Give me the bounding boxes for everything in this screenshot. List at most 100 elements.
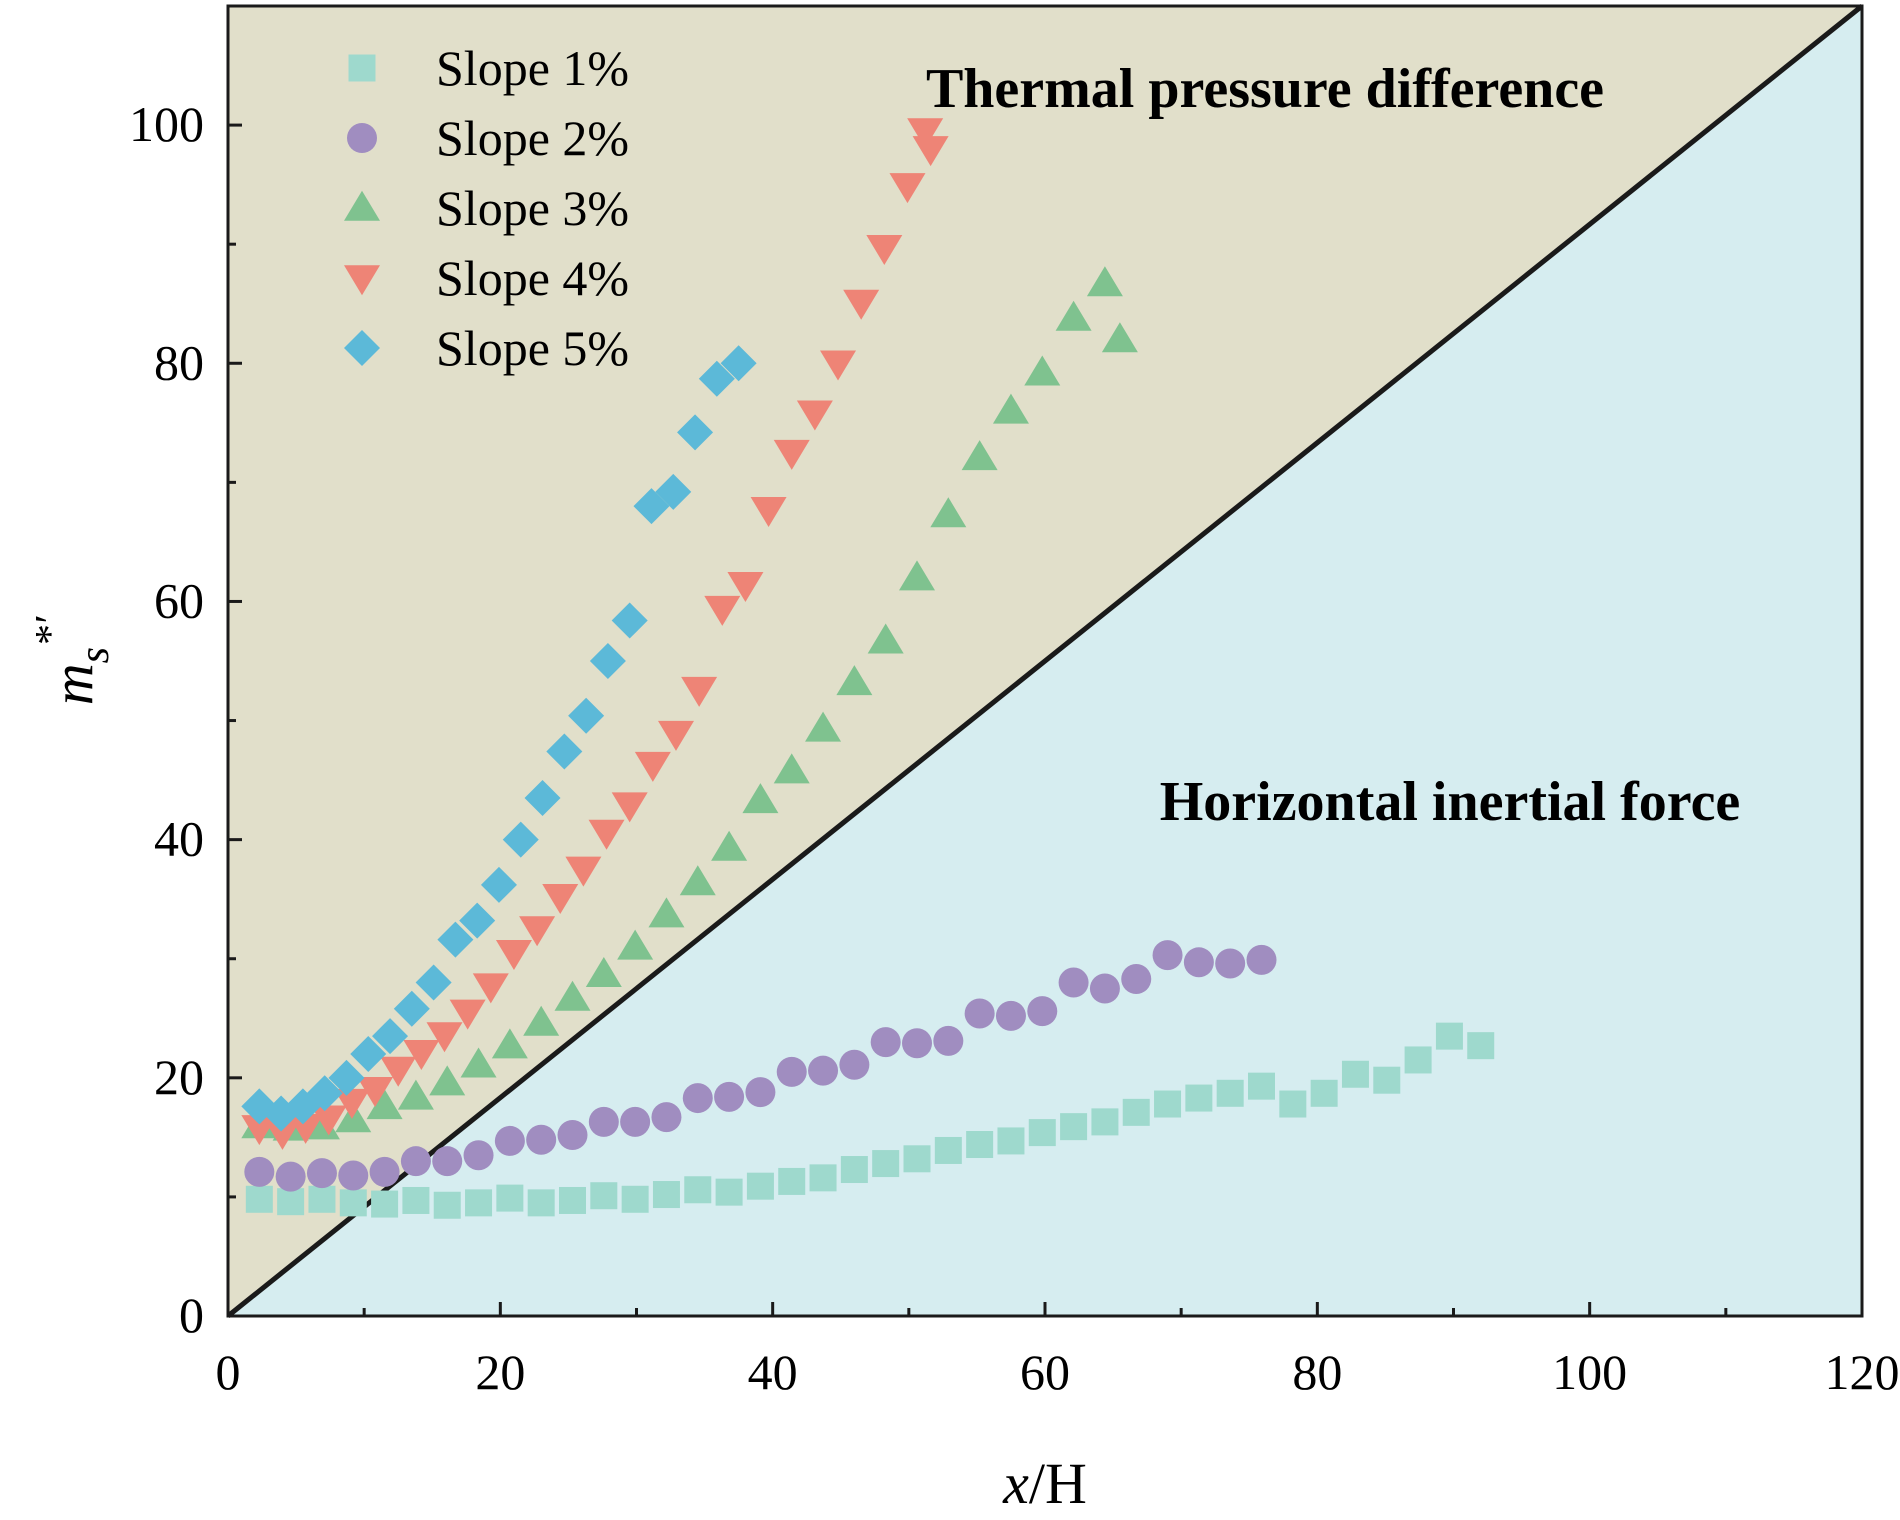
data-point [648, 897, 685, 928]
horizontal-inertial-region-label: Horizontal inertial force [1160, 771, 1741, 833]
data-point [542, 884, 579, 915]
data-point [866, 235, 903, 266]
data-point [372, 1018, 409, 1055]
y-tick-label: 80 [154, 334, 204, 390]
data-point [843, 289, 880, 320]
data-point [903, 1145, 931, 1173]
legend-label: Slope 1% [436, 40, 629, 96]
data-point [1216, 1079, 1244, 1107]
data-point [745, 1077, 776, 1108]
data-point [652, 1181, 680, 1209]
data-point [494, 1125, 525, 1156]
data-point [1310, 1079, 1338, 1107]
data-point [681, 676, 718, 707]
legend-label: Slope 2% [436, 110, 629, 166]
data-point [867, 623, 904, 654]
data-point [429, 1065, 466, 1096]
data-point [715, 1178, 743, 1206]
data-point [310, 1105, 347, 1136]
data-point [502, 821, 539, 858]
legend-item: Slope 1% [348, 40, 629, 96]
y-tick-label: 40 [154, 811, 204, 867]
x-tick-label: 80 [1292, 1344, 1342, 1400]
data-point [400, 1146, 431, 1177]
data-point [633, 488, 670, 525]
data-point [527, 1189, 555, 1217]
thermal-pressure-region-label: Thermal pressure difference [926, 58, 1604, 120]
data-point [720, 345, 757, 382]
data-point [495, 940, 532, 971]
data-point [750, 497, 787, 528]
data-point [889, 173, 926, 204]
data-point [682, 1083, 713, 1114]
data-point [402, 1186, 430, 1214]
x-axis-label: x/H [1002, 1451, 1087, 1516]
data-point [415, 964, 452, 1001]
legend-item: Slope 3% [344, 180, 629, 236]
series-3-group [241, 266, 1138, 1141]
data-point [472, 973, 509, 1004]
data-point [899, 560, 936, 591]
data-point [621, 1185, 649, 1213]
data-point [328, 1059, 365, 1096]
data-point [554, 980, 591, 1011]
data-point [338, 1160, 369, 1191]
data-point [306, 1075, 343, 1112]
data-point [523, 1005, 560, 1036]
data-point [480, 866, 517, 903]
data-point [491, 1028, 528, 1059]
data-point [277, 1188, 305, 1216]
series-5-group [241, 345, 757, 1132]
x-tick-label: 60 [1020, 1344, 1070, 1400]
data-point [617, 929, 654, 960]
data-point [1183, 947, 1214, 978]
diagonal-boundary-line [226, 4, 1864, 1318]
x-tick-label: 0 [216, 1344, 241, 1400]
data-point [460, 1047, 497, 1078]
data-point [449, 999, 486, 1030]
data-point [1279, 1090, 1307, 1118]
data-point [335, 1102, 372, 1133]
data-point [524, 779, 561, 816]
data-point [245, 1185, 273, 1213]
data-point [1055, 300, 1092, 331]
data-point [397, 1079, 434, 1110]
data-point [684, 1176, 712, 1204]
data-point [840, 1156, 868, 1184]
data-point [611, 602, 648, 639]
data-point [1435, 1022, 1463, 1050]
data-point [306, 1158, 337, 1189]
data-point [912, 136, 949, 167]
data-point [568, 697, 605, 734]
legend-label: Slope 4% [436, 250, 629, 306]
series-2-group [244, 940, 1277, 1192]
data-point [1121, 963, 1152, 994]
data-point [557, 1119, 588, 1150]
data-point [711, 830, 748, 861]
data-point [1028, 1119, 1056, 1147]
data-point [1091, 1108, 1119, 1136]
data-point [589, 643, 626, 679]
data-point [287, 1113, 324, 1144]
data-point [872, 1150, 900, 1178]
y-axis-label-sub: s [72, 647, 118, 663]
data-point [380, 1056, 417, 1087]
data-point [655, 473, 692, 510]
data-point [588, 1106, 619, 1137]
data-point [933, 1025, 964, 1056]
data-point [1058, 967, 1089, 998]
data-point [809, 1164, 837, 1192]
data-point [371, 1190, 399, 1218]
data-point [907, 118, 944, 149]
data-point [902, 1028, 933, 1059]
y-axis-label: ms*′ [28, 616, 118, 705]
data-point [1024, 355, 1061, 386]
data-point [465, 1189, 493, 1217]
data-point [1089, 973, 1120, 1004]
data-point [437, 921, 474, 958]
data-point [559, 1186, 587, 1214]
data-point [961, 440, 998, 471]
data-point [727, 572, 764, 603]
data-point [588, 819, 625, 850]
data-point [746, 1172, 774, 1200]
